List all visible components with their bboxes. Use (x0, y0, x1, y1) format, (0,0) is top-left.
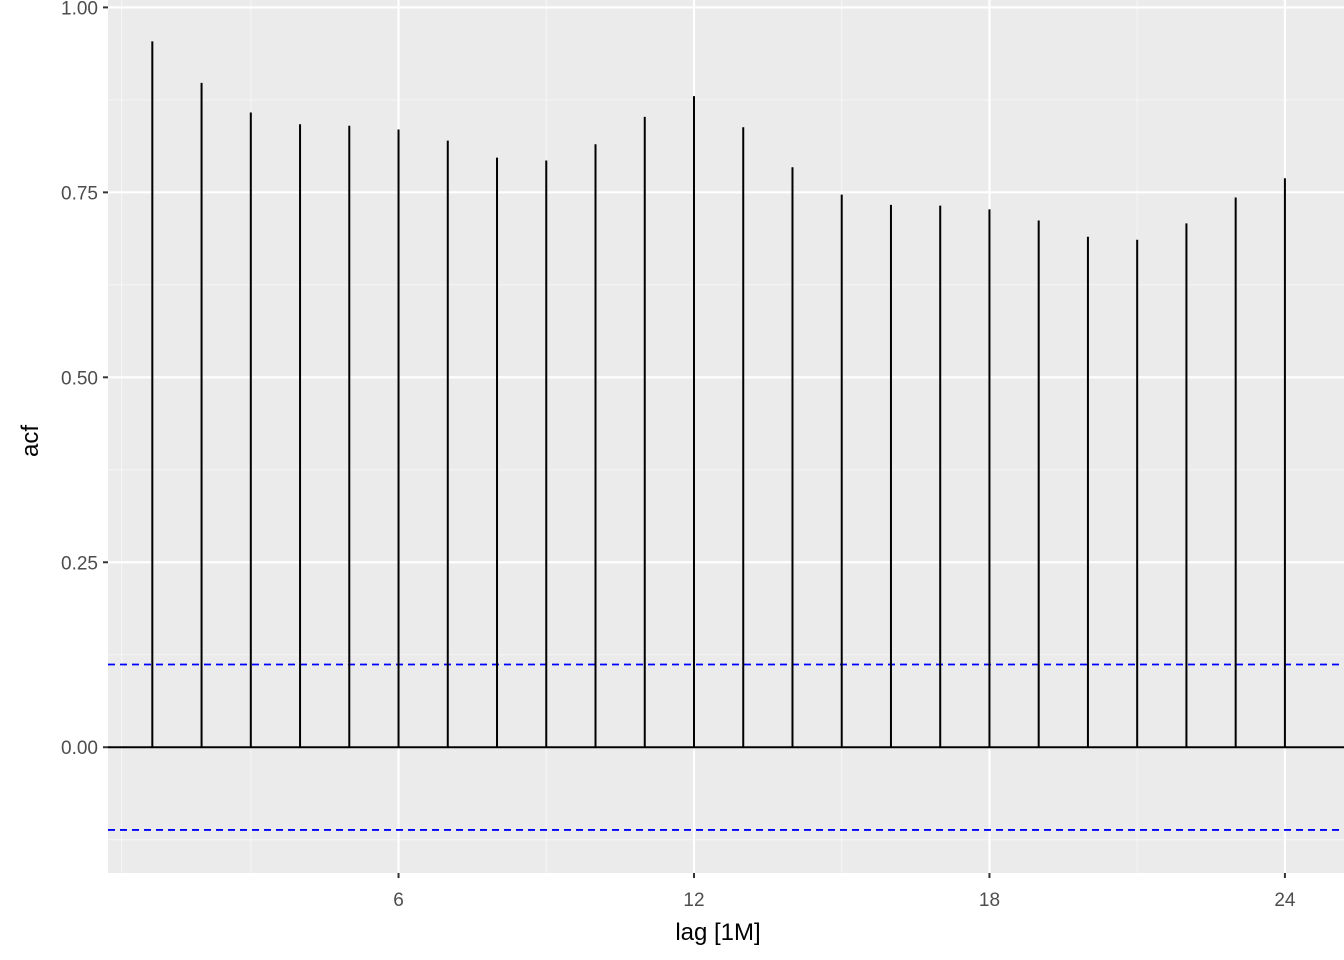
y-tick-label: 1.00 (61, 0, 98, 19)
x-tick-label: 12 (683, 890, 704, 911)
x-axis-title: lag [1M] (675, 919, 760, 946)
y-tick-label: 0.25 (61, 553, 98, 574)
y-tick-label: 0.50 (61, 368, 98, 389)
x-tick-label: 18 (979, 890, 1000, 911)
plot-panel (108, 0, 1344, 873)
y-tick-label: 0.00 (61, 738, 98, 759)
confidence-bounds (108, 663, 1344, 831)
y-axis-ticks: 0.00 0.25 0.50 0.75 1.00 (61, 0, 108, 759)
y-tick-label: 0.75 (61, 183, 98, 204)
y-axis-title: acf (17, 425, 44, 457)
x-tick-label: 6 (393, 890, 404, 911)
x-tick-label: 24 (1274, 890, 1296, 911)
acf-segments (151, 41, 1286, 748)
x-axis-ticks: 6 12 18 24 (393, 873, 1296, 911)
